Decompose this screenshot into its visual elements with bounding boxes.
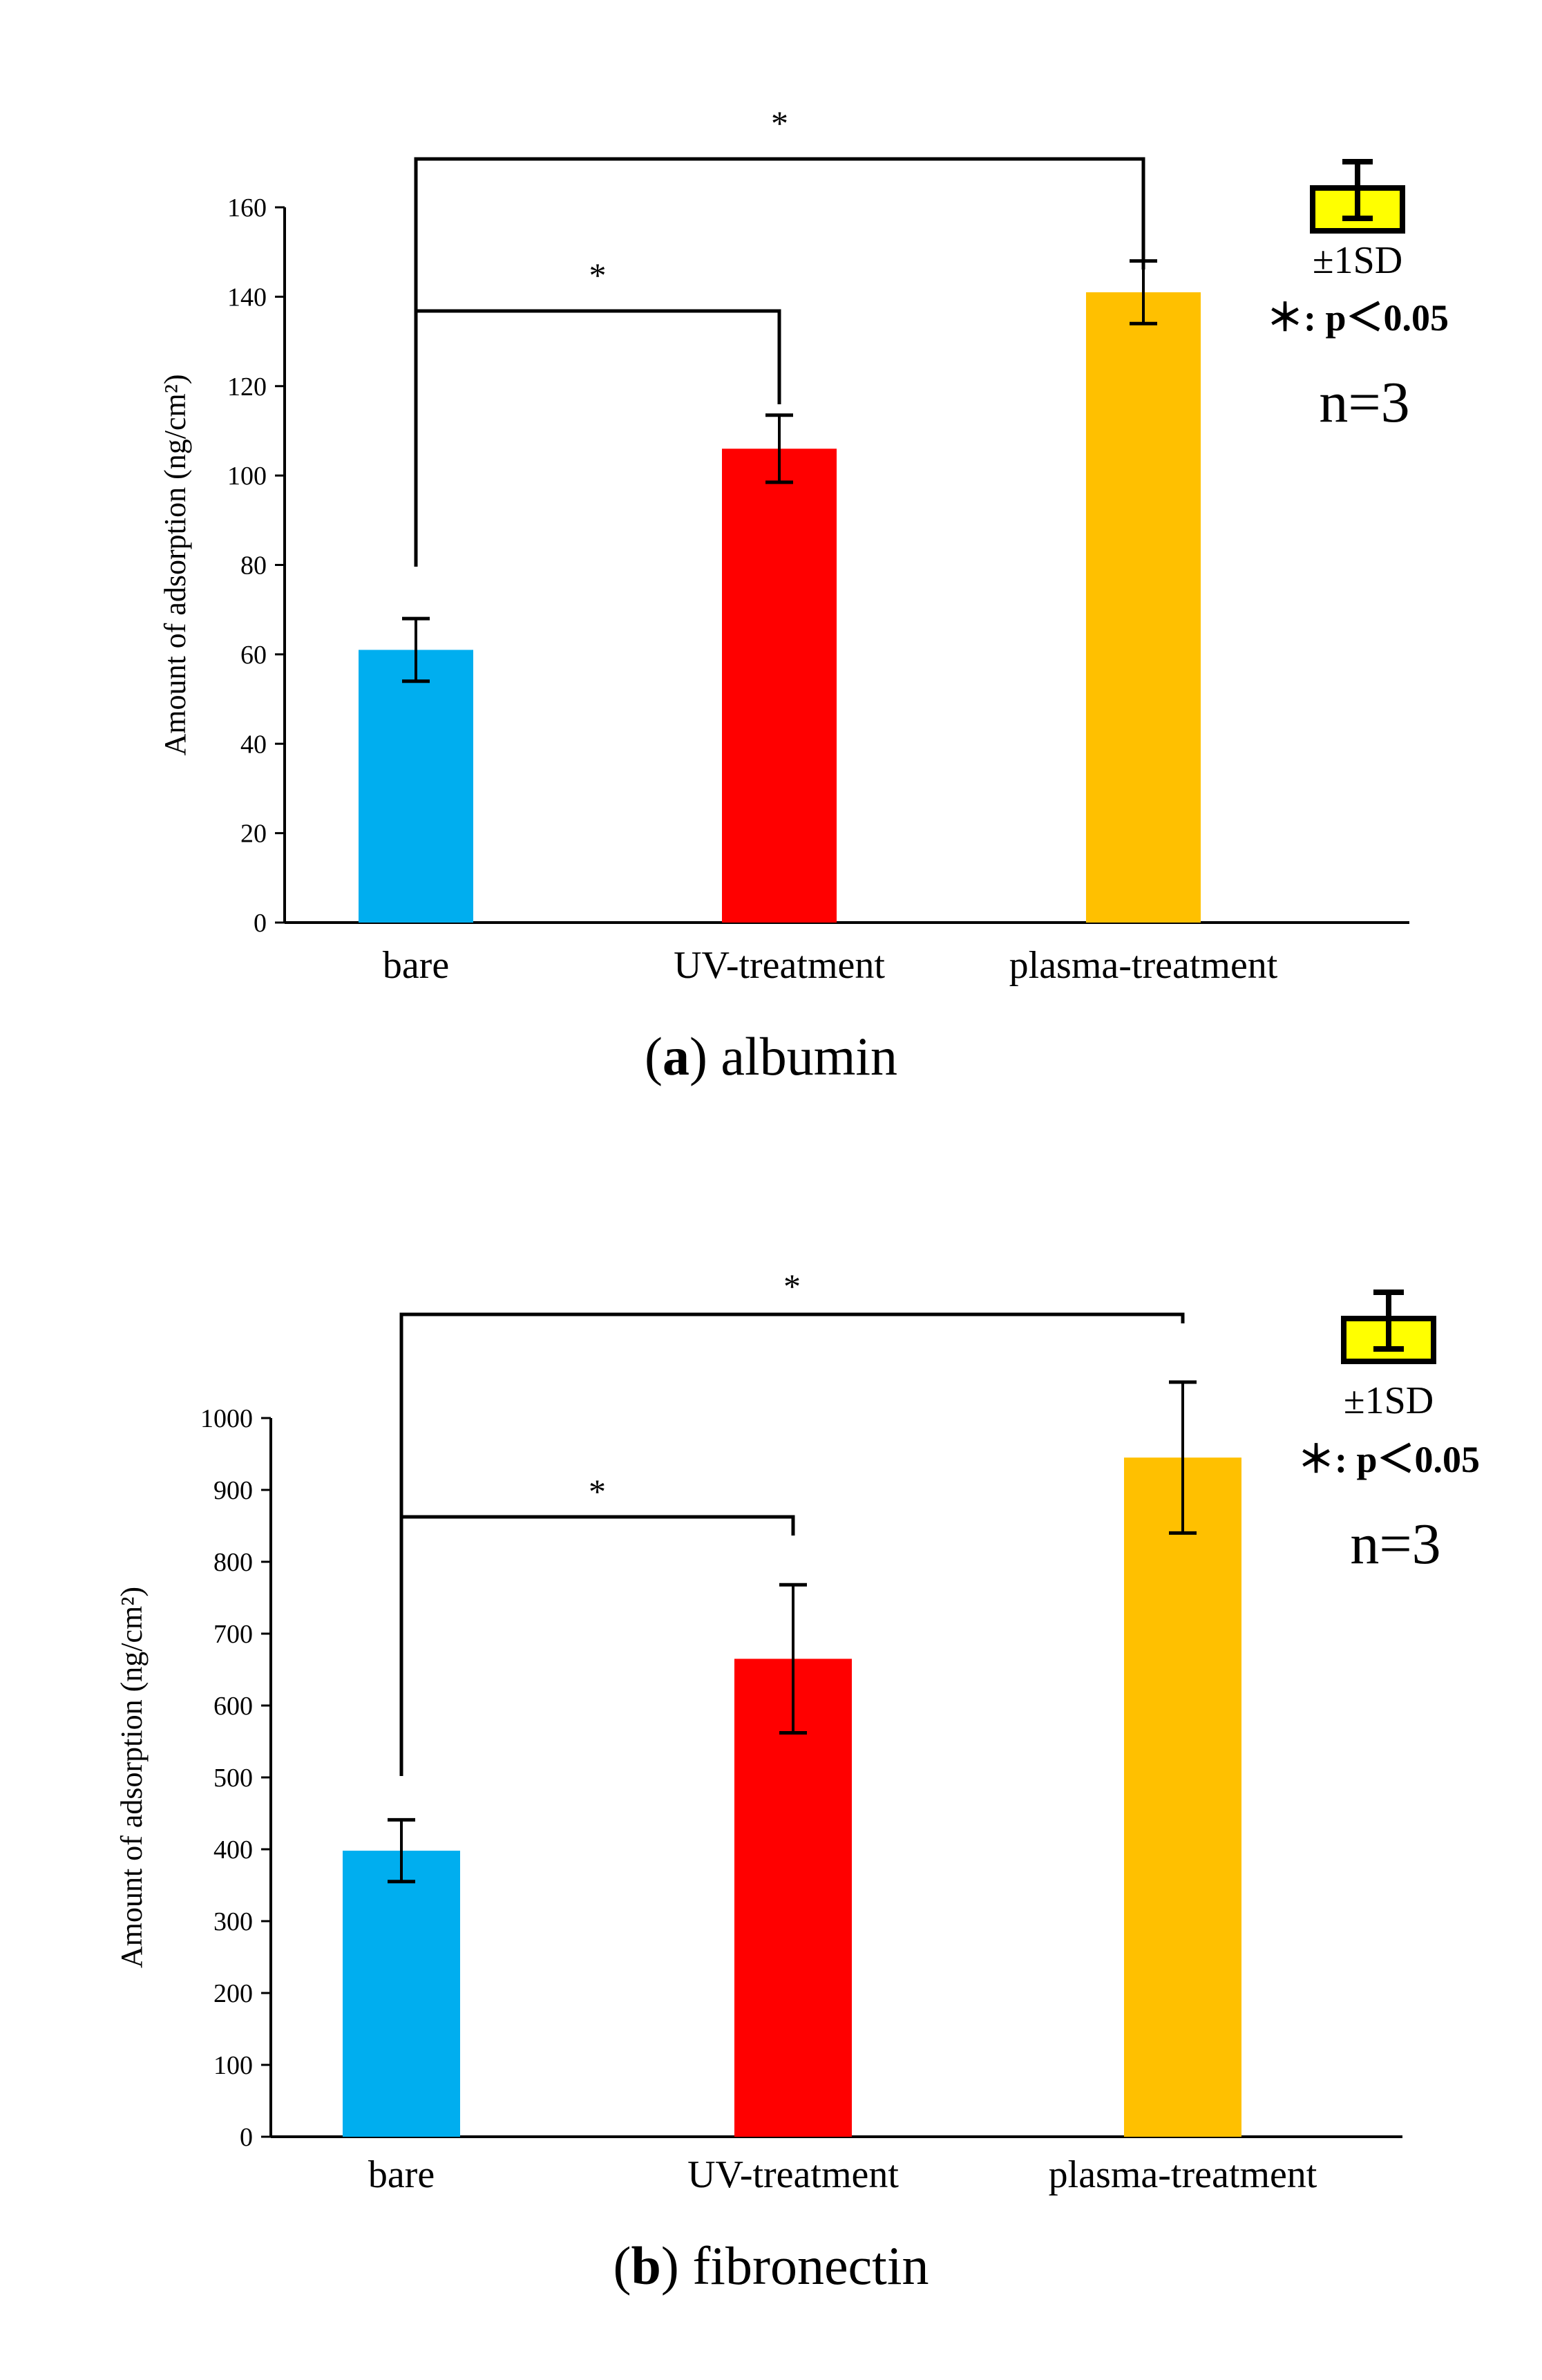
panel-caption: (a) albumin (645, 1026, 897, 1086)
panel-caption: (b) fibronectin (613, 2236, 929, 2296)
y-tick-label: 900 (213, 1476, 253, 1505)
y-tick-label: 100 (213, 2051, 253, 2080)
category-label: UV-treatment (687, 2153, 899, 2196)
category-label: plasma-treatment (1009, 944, 1278, 987)
y-tick-label: 500 (213, 1764, 253, 1793)
significance-star: * (589, 1472, 606, 1511)
panel-a-albumin: 0 20 40 60 80 100 120 140 160 Amount of adsorptio… (158, 104, 1449, 1086)
y-tick-label: 120 (227, 372, 267, 402)
y-axis-label: Amount of adsorption (ng/cm²) (115, 1587, 149, 1968)
category-label: plasma-treatment (1049, 2153, 1317, 2196)
panel-letter: b (631, 2236, 660, 2296)
y-tick-label: 160 (227, 193, 267, 223)
y-tick-label: 140 (227, 283, 267, 312)
legend-p-value: ＊: p＜0.05 (1297, 1439, 1480, 1480)
category-label: bare (383, 944, 449, 987)
panel-letter: a (663, 1026, 689, 1086)
legend-n: n=3 (1350, 1512, 1440, 1576)
significance-bracket (399, 1312, 1185, 1776)
y-tick-label: 600 (213, 1692, 253, 1721)
significance-star: * (589, 256, 607, 294)
bar-bare (343, 1851, 460, 2137)
y-tick-label: 1000 (200, 1404, 253, 1433)
legend-sd-label: ±1SD (1344, 1379, 1434, 1422)
legend-sd-label: ±1SD (1313, 239, 1402, 282)
y-tick-label: 300 (213, 1907, 253, 1936)
y-tick-label: 800 (213, 1548, 253, 1577)
significance-star: * (783, 1267, 801, 1305)
bar-bare (359, 650, 473, 923)
category-label: UV-treatment (674, 944, 885, 987)
y-tick-label: 80 (240, 551, 267, 580)
y-tick-label: 20 (240, 820, 267, 849)
y-tick-label: 0 (240, 2123, 253, 2152)
panel-b-fibronectin: 0 100 200 300 400 500 600 700 800 900 1000 Amount o… (115, 1267, 1480, 2296)
y-tick-label: 200 (213, 1979, 253, 2008)
significance-bracket (414, 157, 1145, 567)
significance-bracket (399, 1515, 795, 1776)
legend-p-value: ＊: p＜0.05 (1266, 297, 1449, 339)
y-tick-label: 0 (254, 909, 267, 938)
y-tick-label: 40 (240, 730, 267, 759)
bar-plasma-treatment (1124, 1457, 1241, 2137)
y-axis-label: Amount of adsorption (ng/cm²) (158, 374, 192, 755)
y-tick-label: 100 (227, 462, 267, 491)
y-tick-label: 60 (240, 641, 267, 670)
significance-star: * (771, 104, 788, 142)
bar-plasma-treatment (1086, 292, 1201, 923)
y-tick-label: 700 (213, 1620, 253, 1649)
bar-uv-treatment (734, 1659, 852, 2137)
bar-uv-treatment (722, 448, 837, 923)
legend-n: n=3 (1319, 370, 1409, 435)
category-label: bare (368, 2153, 435, 2196)
y-tick-label: 400 (213, 1835, 253, 1864)
